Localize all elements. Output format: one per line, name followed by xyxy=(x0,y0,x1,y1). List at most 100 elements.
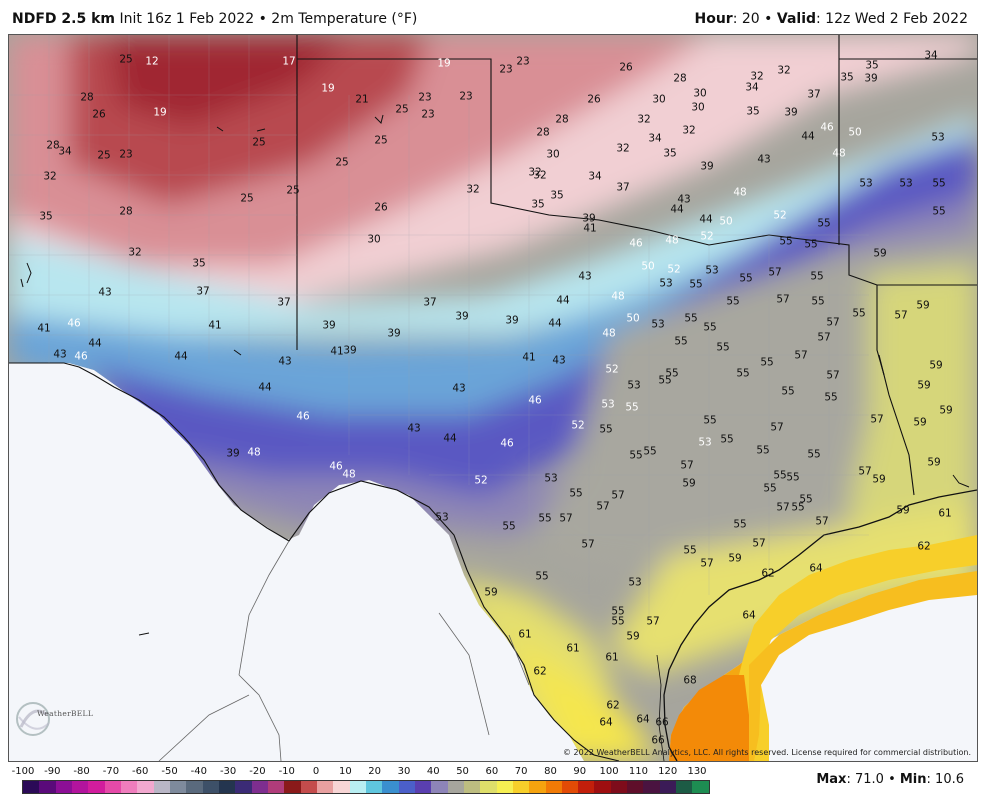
header: NDFD 2.5 km Init 16z 1 Feb 2022 • 2m Tem… xyxy=(0,0,984,34)
temperature-label: 66 xyxy=(651,734,665,747)
temperature-label: 39 xyxy=(784,106,798,119)
temperature-label: 55 xyxy=(807,448,821,461)
model-name: NDFD 2.5 km xyxy=(12,11,115,27)
temperature-label: 68 xyxy=(683,674,697,687)
colorbar-tick-label: -40 xyxy=(190,766,207,777)
colorbar-swatch xyxy=(88,781,105,793)
temperature-label: 48 xyxy=(247,446,261,459)
temperature-label: 57 xyxy=(894,309,908,322)
temperature-label: 52 xyxy=(667,263,681,276)
temperature-label: 57 xyxy=(581,538,595,551)
colorbar-swatch xyxy=(169,781,187,793)
temperature-label: 57 xyxy=(770,421,784,434)
colorbar-swatch xyxy=(39,781,56,793)
temperature-label: 19 xyxy=(437,57,451,70)
temperature-label: 43 xyxy=(578,270,592,283)
temperature-label: 59 xyxy=(872,473,886,486)
temperature-label: 48 xyxy=(733,186,747,199)
temperature-label: 28 xyxy=(673,72,687,85)
temperature-label: 55 xyxy=(720,433,734,446)
colorbar-tick-label: 30 xyxy=(397,766,411,777)
temperature-label: 37 xyxy=(196,285,210,298)
temperature-label: 62 xyxy=(533,665,547,678)
colorbar-swatch xyxy=(316,781,334,793)
temperature-label: 64 xyxy=(742,609,756,622)
temperature-label: 35 xyxy=(39,210,53,223)
temperature-label: 55 xyxy=(824,391,838,404)
temperature-label: 23 xyxy=(516,55,530,68)
temperature-label: 12 xyxy=(145,55,159,68)
temperature-label: 53 xyxy=(628,576,642,589)
valid-label: Valid xyxy=(776,11,817,27)
temperature-label: 25 xyxy=(374,134,388,147)
temperature-label: 59 xyxy=(917,379,931,392)
colorbar-tick-label: 60 xyxy=(485,766,499,777)
temperature-label: 34 xyxy=(648,132,662,145)
colorbar-swatch xyxy=(529,781,546,793)
temperature-label: 55 xyxy=(538,512,552,525)
temperature-label: 66 xyxy=(655,716,669,729)
temperature-label: 37 xyxy=(277,296,291,309)
temperature-label: 48 xyxy=(602,327,616,340)
colorbar-swatch xyxy=(349,781,366,793)
title: NDFD 2.5 km Init 16z 1 Feb 2022 • 2m Tem… xyxy=(12,11,417,27)
temperature-label: 41 xyxy=(37,322,51,335)
temperature-label: 23 xyxy=(459,90,473,103)
temperature-label: 55 xyxy=(773,469,787,482)
min-value: : 10.6 xyxy=(926,772,964,787)
temperature-label: 55 xyxy=(804,238,818,251)
temperature-label: 53 xyxy=(651,318,665,331)
copyright-notice: © 2022 WeatherBELL Analytics, LLC. All r… xyxy=(563,748,971,757)
temperature-label: 32 xyxy=(128,246,142,259)
temperature-label: 39 xyxy=(322,319,336,332)
hour-label: Hour xyxy=(694,11,733,27)
temperature-label: 48 xyxy=(832,147,846,160)
temperature-label: 53 xyxy=(627,379,641,392)
temperature-label: 55 xyxy=(756,444,770,457)
temperature-label: 32 xyxy=(777,64,791,77)
temperature-label: 59 xyxy=(916,299,930,312)
temperature-label: 17 xyxy=(282,55,296,68)
temperature-label: 57 xyxy=(858,465,872,478)
temperature-label: 55 xyxy=(569,487,583,500)
temperature-label: 57 xyxy=(680,459,694,472)
temperature-label: 48 xyxy=(665,234,679,247)
temperature-label: 46 xyxy=(500,437,514,450)
temperature-label: 35 xyxy=(746,105,760,118)
temperature-label: 39 xyxy=(505,314,519,327)
temperature-label: 55 xyxy=(674,335,688,348)
temperature-label: 35 xyxy=(192,257,206,270)
temperature-label: 34 xyxy=(58,145,72,158)
temperature-label: 19 xyxy=(321,82,335,95)
map-shading xyxy=(9,35,977,761)
logo-swirl-icon xyxy=(16,702,50,736)
colorbar-swatch xyxy=(414,781,432,793)
colorbar-tick-label: 90 xyxy=(573,766,587,777)
temperature-label: 23 xyxy=(499,63,513,76)
temperature-label: 41 xyxy=(330,345,344,358)
temperature-label: 37 xyxy=(616,181,630,194)
temperature-label: 52 xyxy=(571,419,585,432)
temperature-label: 55 xyxy=(726,295,740,308)
temperature-label: 55 xyxy=(684,312,698,325)
temperature-label: 21 xyxy=(355,93,369,106)
temperature-label: 55 xyxy=(599,423,613,436)
separator: • xyxy=(764,11,773,27)
temperature-label: 46 xyxy=(74,350,88,363)
temperature-label: 61 xyxy=(518,628,532,641)
temperature-label: 55 xyxy=(786,471,800,484)
temperature-label: 44 xyxy=(801,130,815,143)
colorbar-swatch xyxy=(692,781,709,793)
temperature-label: 35 xyxy=(865,59,879,72)
temperature-label: 26 xyxy=(587,93,601,106)
temperature-label: 57 xyxy=(596,500,610,513)
temperature-label: 41 xyxy=(208,319,222,332)
temperature-label: 28 xyxy=(119,205,133,218)
temperature-label: 25 xyxy=(119,53,133,66)
colorbar-tick-label: -90 xyxy=(44,766,61,777)
temperature-label: 46 xyxy=(528,394,542,407)
temperature-label: 46 xyxy=(820,121,834,134)
temperature-label: 26 xyxy=(92,108,106,121)
colorbar-swatch xyxy=(153,781,170,793)
temperature-label: 57 xyxy=(826,316,840,329)
